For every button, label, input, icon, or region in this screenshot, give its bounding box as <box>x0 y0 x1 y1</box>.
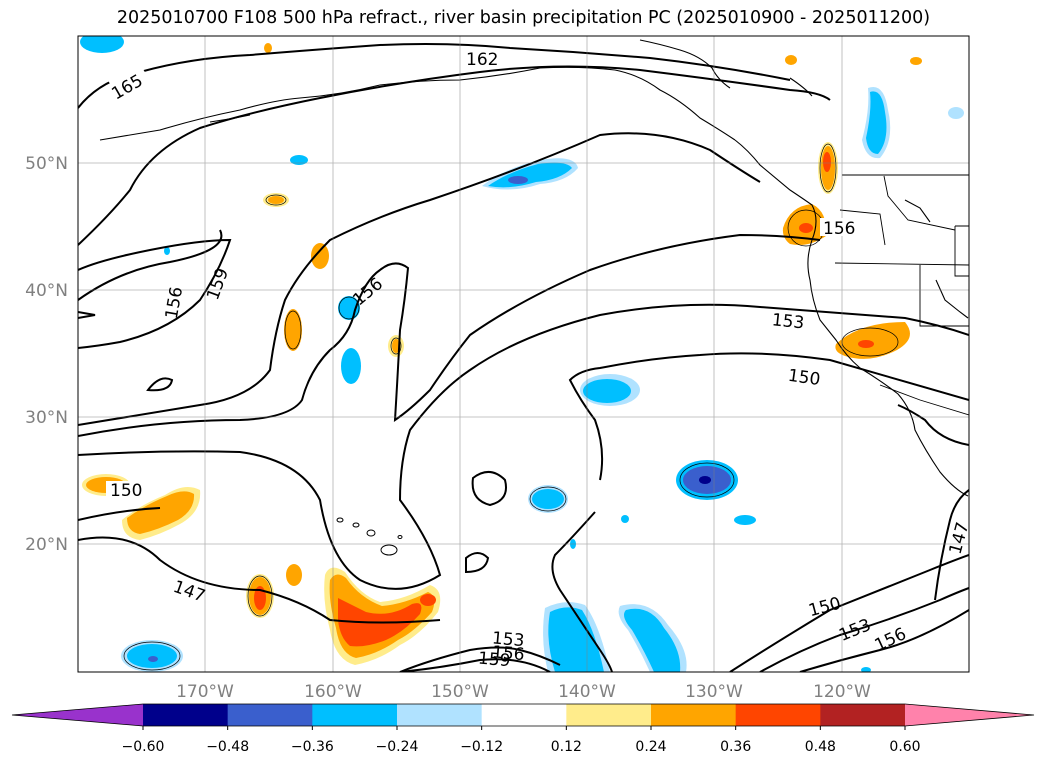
contour-label: 150 <box>807 594 844 622</box>
colorbar-tick-label: 0.36 <box>720 739 751 755</box>
contour-label: 150 <box>110 481 142 501</box>
lat-label: 30°N <box>25 408 68 428</box>
gridlines <box>78 36 969 672</box>
lon-label: 170°W <box>176 682 234 702</box>
colorbar-swatch <box>481 704 567 726</box>
contour-label: 150 <box>787 366 822 390</box>
map-title: 2025010700 F108 500 hPa refract., river … <box>116 8 931 28</box>
colorbar-tick-label: −0.36 <box>291 739 334 755</box>
colorbar-tick-label: −0.48 <box>206 739 249 755</box>
hawaii-islands <box>336 517 403 556</box>
contour-label: 159 <box>203 266 233 303</box>
refractivity-contours <box>78 43 969 672</box>
lon-label: 140°W <box>558 682 616 702</box>
colorbar-extend-min <box>12 704 143 726</box>
colorbar-swatch <box>820 704 906 726</box>
contour-label: 147 <box>946 520 974 557</box>
lon-label: 160°W <box>304 682 362 702</box>
contour-labels: 165 162 159 156 156 156 153 150 150 147 … <box>106 50 974 672</box>
lon-label: 150°W <box>431 682 489 702</box>
colorbar-tick-label: 0.12 <box>551 739 582 755</box>
latitude-labels: 50°N 40°N 30°N 20°N <box>25 154 68 555</box>
lat-label: 40°N <box>25 281 68 301</box>
colorbar-swatch <box>566 704 652 726</box>
lat-label: 20°N <box>25 535 68 555</box>
colorbar-tick-labels: −0.60 −0.48 −0.36 −0.24 −0.12 0.12 0.24 0.36 0.4… <box>122 726 921 755</box>
colorbar-swatch <box>227 704 313 726</box>
colorbar-tick-label: −0.12 <box>460 739 503 755</box>
positive-anomaly-shading <box>82 43 922 665</box>
colorbar <box>11 703 1035 727</box>
colorbar-swatch <box>143 704 229 726</box>
colorbar-swatch <box>735 704 821 726</box>
longitude-labels: 170°W 160°W 150°W 140°W 130°W 120°W <box>176 682 871 702</box>
lon-label: 120°W <box>813 682 871 702</box>
map-plot-area: 165 162 159 156 156 156 153 150 150 147 … <box>78 36 974 672</box>
colorbar-swatch <box>397 704 483 726</box>
contour-label: 156 <box>491 642 525 665</box>
lon-label: 130°W <box>685 682 743 702</box>
contour-label: 156 <box>823 219 855 239</box>
coastlines <box>99 39 969 497</box>
colorbar-tick-label: 0.60 <box>889 739 920 755</box>
colorbar-extend-max <box>905 704 1034 726</box>
contour-label: 162 <box>466 50 498 70</box>
colorbar-swatch <box>651 704 737 726</box>
colorbar-tick-label: −0.24 <box>376 739 419 755</box>
state-borders <box>834 174 969 416</box>
contour-label: 159 <box>477 649 511 672</box>
contour-label: 153 <box>491 628 525 651</box>
negative-anomaly-shading <box>80 36 964 672</box>
contour-label: 153 <box>771 310 805 333</box>
colorbar-swatch <box>312 704 398 726</box>
lat-label: 50°N <box>25 154 68 174</box>
anomaly-contour-outlines <box>123 143 899 671</box>
map-frame <box>77 35 970 673</box>
colorbar-tick-label: −0.60 <box>122 739 165 755</box>
colorbar-tick-label: 0.48 <box>805 739 836 755</box>
colorbar-tick-label: 0.24 <box>635 739 666 755</box>
contour-label: 156 <box>872 624 910 656</box>
